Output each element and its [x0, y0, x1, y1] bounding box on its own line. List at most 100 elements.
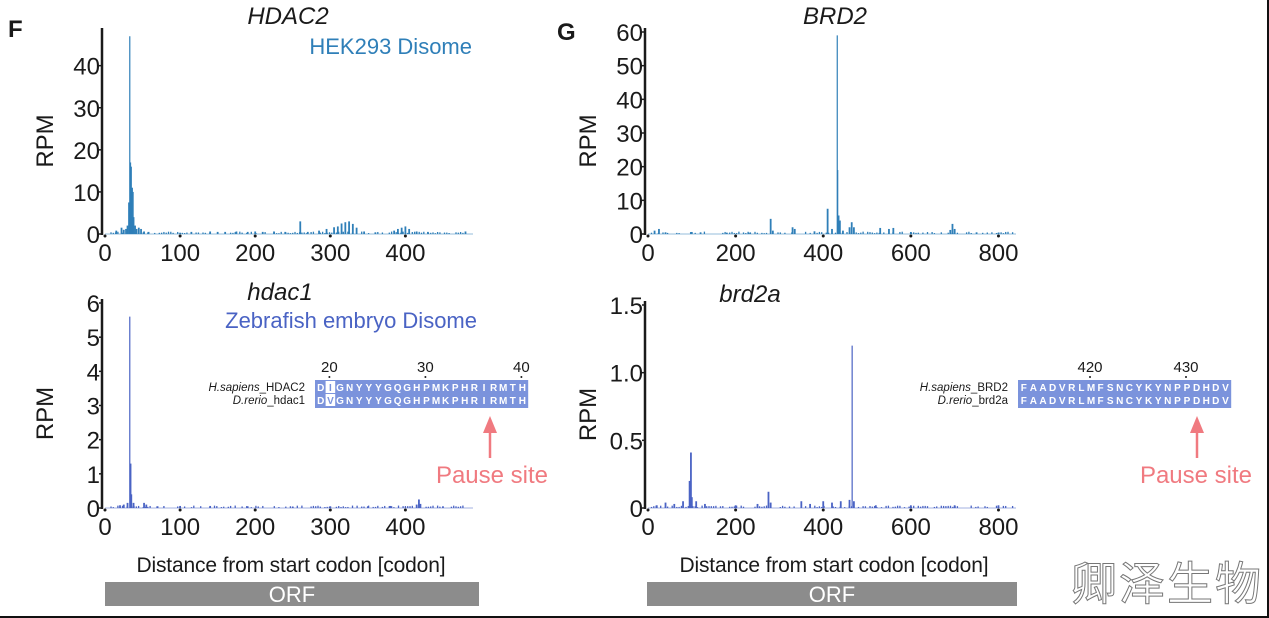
x-tick-label: 200	[716, 514, 756, 541]
y-axis-label: RPM	[32, 387, 59, 440]
x-axis-label: Distance from start codon [codon]	[136, 554, 445, 577]
svg-text:M: M	[1087, 396, 1095, 407]
svg-text:I: I	[483, 396, 486, 407]
x-tick-label: 0	[98, 240, 111, 267]
x-tick-label: 800	[978, 240, 1018, 267]
svg-text:V: V	[1059, 396, 1066, 407]
svg-text:M: M	[1087, 383, 1095, 394]
chart-title: BRD2	[803, 3, 867, 30]
svg-text:D: D	[1212, 396, 1219, 407]
svg-text:V: V	[1222, 396, 1229, 407]
x-tick-label: 400	[803, 240, 843, 267]
svg-text:Y: Y	[375, 396, 382, 407]
svg-text:H: H	[1203, 396, 1210, 407]
svg-text:G: G	[336, 383, 344, 394]
species-label: D.rerio_brd2a	[938, 395, 1009, 407]
svg-text:G: G	[336, 396, 344, 407]
arrow-up-icon	[483, 416, 497, 433]
chart-g-top: BRD2 0 10 20 30 40 50 60 RPM 0 200 400 600 800	[575, 3, 1018, 267]
svg-text:N: N	[1164, 383, 1171, 394]
x-tick-label: 200	[235, 240, 275, 267]
y-tick-label: 40	[616, 87, 643, 114]
chart-title: hdac1	[247, 279, 312, 306]
x-tick-label: 400	[385, 240, 425, 267]
y-tick-label: 40	[73, 54, 100, 81]
svg-text:C: C	[1126, 396, 1133, 407]
svg-text:D: D	[1049, 396, 1056, 407]
svg-text:H: H	[413, 383, 420, 394]
svg-text:N: N	[1164, 396, 1171, 407]
svg-text:V: V	[1059, 383, 1066, 394]
y-axis-label: RPM	[575, 388, 602, 441]
y-axis-label: RPM	[32, 114, 59, 167]
y-tick-label: 1	[87, 462, 100, 489]
svg-text:K: K	[442, 383, 450, 394]
svg-text:M: M	[499, 396, 507, 407]
svg-text:A: A	[1030, 396, 1037, 407]
svg-text:R: R	[490, 396, 498, 407]
species-label: H.sapiens_BRD2	[920, 382, 1008, 394]
y-tick-label: 5	[87, 325, 100, 352]
y-tick-label: 1.5	[610, 293, 643, 320]
residue-position-label: 40	[513, 359, 530, 376]
y-tick-label: 10	[616, 188, 643, 215]
svg-text:P: P	[1174, 383, 1181, 394]
svg-text:K: K	[1145, 396, 1153, 407]
chart-subtitle: Zebrafish embryo Disome	[225, 308, 477, 333]
chart-subtitle: HEK293 Disome	[309, 34, 472, 59]
x-tick-label: 200	[716, 240, 756, 267]
svg-text:Y: Y	[356, 396, 363, 407]
x-tick-label: 100	[160, 514, 200, 541]
x-tick-label: 300	[310, 240, 350, 267]
y-tick-label: 4	[87, 359, 100, 386]
svg-text:F: F	[1021, 396, 1027, 407]
svg-text:P: P	[452, 383, 459, 394]
orf-bar-g: ORF	[647, 582, 1017, 607]
svg-text:K: K	[442, 396, 450, 407]
x-tick-label: 600	[891, 240, 931, 267]
y-axis-label: RPM	[575, 114, 602, 167]
x-tick-label: 600	[891, 514, 931, 541]
x-tick-label: 300	[310, 514, 350, 541]
svg-text:V: V	[327, 396, 334, 407]
svg-text:D: D	[1193, 383, 1200, 394]
svg-text:D: D	[317, 396, 324, 407]
svg-text:P: P	[452, 396, 459, 407]
svg-text:D: D	[317, 383, 324, 394]
orf-bar-f: ORF	[105, 582, 479, 607]
residue-position-label: 430	[1173, 359, 1198, 376]
svg-text:N: N	[1116, 383, 1123, 394]
svg-text:I: I	[483, 383, 486, 394]
svg-text:D: D	[1212, 383, 1219, 394]
svg-text:P: P	[1184, 396, 1191, 407]
y-tick-label: 6	[87, 291, 100, 318]
chart-title: brd2a	[719, 281, 780, 308]
pause-site-label: Pause site	[1140, 462, 1252, 489]
svg-text:G: G	[384, 383, 392, 394]
x-tick-label: 800	[978, 514, 1018, 541]
x-tick-label: 100	[160, 240, 200, 267]
svg-text:F: F	[1098, 396, 1104, 407]
chart-f-top: HDAC2 HEK293 Disome 0 10 20 30 40 RPM 0 100 200 300…	[32, 3, 473, 267]
svg-text:F: F	[1021, 383, 1027, 394]
panel-letter-f: F	[8, 16, 23, 43]
svg-text:R: R	[471, 383, 479, 394]
y-tick-label: 20	[616, 155, 643, 182]
svg-text:R: R	[1068, 383, 1076, 394]
svg-text:H: H	[461, 383, 468, 394]
svg-text:A: A	[1039, 396, 1046, 407]
svg-text:Y: Y	[1136, 383, 1143, 394]
svg-text:Q: Q	[394, 396, 402, 407]
svg-text:Q: Q	[394, 383, 402, 394]
svg-text:S: S	[1107, 383, 1114, 394]
y-tick-label: 60	[616, 20, 643, 47]
svg-text:Y: Y	[1155, 383, 1162, 394]
svg-text:Y: Y	[365, 383, 372, 394]
svg-text:Y: Y	[1155, 396, 1162, 407]
y-tick-label: 0	[87, 222, 100, 249]
svg-text:F: F	[1098, 383, 1104, 394]
